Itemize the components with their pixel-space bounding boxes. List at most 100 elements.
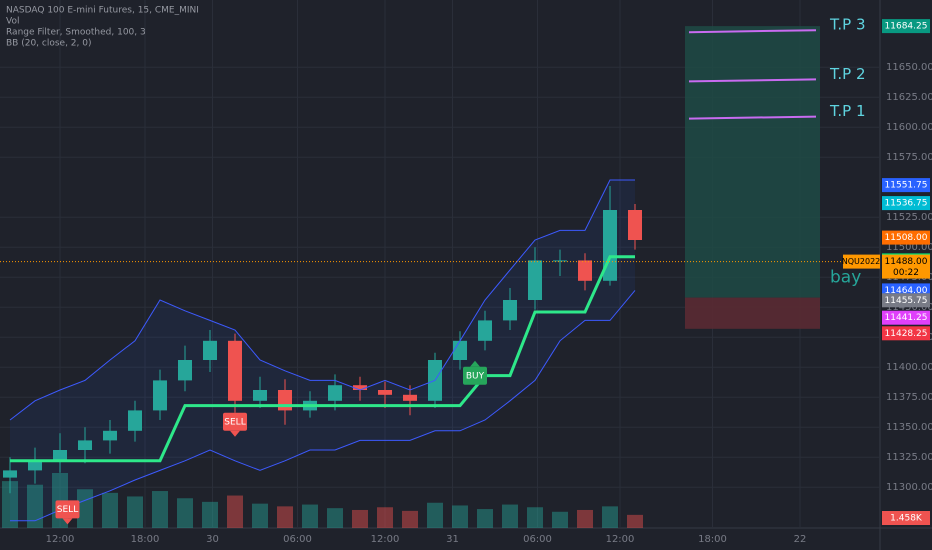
position-label: bay [830, 268, 861, 288]
y-tick-label: 11450.00 [886, 302, 932, 313]
volume-bar [377, 507, 393, 528]
x-tick-label: 18:00 [698, 534, 727, 545]
price-box-label: 11441.25 [885, 313, 928, 323]
last-price-box [882, 254, 930, 279]
signal-marker [463, 366, 487, 385]
price-box [882, 19, 930, 34]
volume-bar [102, 492, 118, 528]
candle-body [28, 460, 42, 471]
y-tick-label: 11400.00 [886, 362, 932, 373]
x-tick-label: 22 [794, 534, 807, 545]
signal-pointer [230, 430, 240, 437]
price-box-label: 11551.75 [885, 181, 928, 191]
take-profit-label: T.P 2 [829, 65, 866, 83]
candle-body [453, 340, 467, 360]
x-tick-label: 12:00 [371, 534, 400, 545]
take-profit-line [688, 78, 817, 83]
take-profit-line [688, 29, 817, 34]
candle-body [3, 470, 17, 478]
y-tick-label: 11600.00 [886, 122, 932, 133]
overlay-line [9, 179, 635, 421]
price-box [882, 178, 930, 193]
candle-body [153, 380, 167, 411]
price-box-label: 11684.25 [885, 22, 928, 32]
y-tick-label: 11625.00 [886, 92, 932, 103]
last-price-label: 11488.00 [885, 257, 928, 267]
signal-label: SELL [224, 417, 245, 427]
volume-bar [352, 509, 368, 528]
signal-pointer [62, 518, 73, 525]
candle-body [228, 340, 242, 401]
price-box [882, 293, 930, 308]
countdown-label: 00:22 [893, 268, 919, 278]
x-tick-label: 18:00 [131, 534, 160, 545]
price-box [882, 230, 930, 245]
symbol-label: NQU2022 [842, 257, 881, 266]
plot: T.P 1 T.P 2 T.P 3 bay SELL SELL BUY NQU2022 [0, 16, 880, 528]
y-tick-label: 11375.00 [886, 392, 932, 403]
candle-body [103, 430, 117, 441]
x-tick-label: 30 [206, 534, 219, 545]
price-box-label: 11536.75 [885, 199, 928, 209]
volume-bar [502, 504, 518, 528]
candle-body [128, 410, 142, 431]
y-tick-label: 11300.00 [886, 482, 932, 493]
price-box-label: 11508.00 [885, 233, 928, 243]
volume-bar [527, 507, 543, 528]
legend-line: NASDAQ 100 E-mini Futures, 15, CME_MINI [6, 6, 199, 16]
volume-bar [627, 514, 643, 528]
volume-bar [177, 498, 193, 528]
y-tick-label: 11500.00 [886, 242, 932, 253]
candle-body [628, 210, 642, 240]
candle-body [253, 390, 267, 401]
target-zone [685, 26, 820, 298]
signal-pointer [470, 360, 480, 367]
volume-bar [552, 511, 568, 528]
overlay-line [10, 290, 636, 522]
candle-body [478, 320, 492, 341]
volume-bar [127, 496, 143, 528]
y-tick-label: 11575.00 [886, 152, 932, 163]
candle-body [78, 440, 92, 450]
overlay-line [10, 255, 635, 463]
legend-line: Range Filter, Smoothed, 100, 3 [6, 28, 146, 38]
candle-body [403, 394, 417, 401]
x-tick-label: 31 [446, 534, 459, 545]
stop-zone [685, 297, 820, 329]
volume-box-label: 1.458K [890, 514, 923, 524]
legend-line: Vol [6, 17, 19, 27]
candle-body [528, 260, 542, 300]
y-tick-label: 11525.00 [886, 212, 932, 223]
volume-box [882, 511, 930, 525]
candle-body [578, 260, 592, 281]
candle-body [553, 260, 567, 262]
volume-bar [402, 510, 418, 528]
y-tick-label: 11350.00 [886, 422, 932, 433]
price-box-label: 11455.75 [885, 296, 928, 306]
volume-bar [152, 491, 168, 528]
signal-marker [55, 500, 80, 519]
signal-marker [223, 412, 247, 431]
candle-body [378, 390, 392, 395]
volume-bar [452, 505, 468, 528]
volume-bar [227, 495, 243, 528]
signal-label: BUY [466, 371, 485, 381]
candle-body [278, 390, 292, 411]
candle-body [178, 360, 192, 381]
signal-label: SELL [57, 505, 78, 515]
price-box-label: 11464.00 [885, 286, 928, 296]
candle-body [53, 450, 67, 461]
volume-bar [327, 508, 343, 528]
candle-body [203, 340, 217, 360]
volume-bar [202, 501, 218, 528]
candle-body [353, 385, 367, 390]
x-tick-label: 06:00 [523, 534, 552, 545]
price-box [882, 310, 930, 325]
x-tick-label: 12:00 [46, 534, 75, 545]
candle-body [328, 385, 342, 401]
volume-bar [427, 502, 443, 528]
volume-bar [477, 509, 493, 528]
volume-bar [602, 506, 618, 528]
